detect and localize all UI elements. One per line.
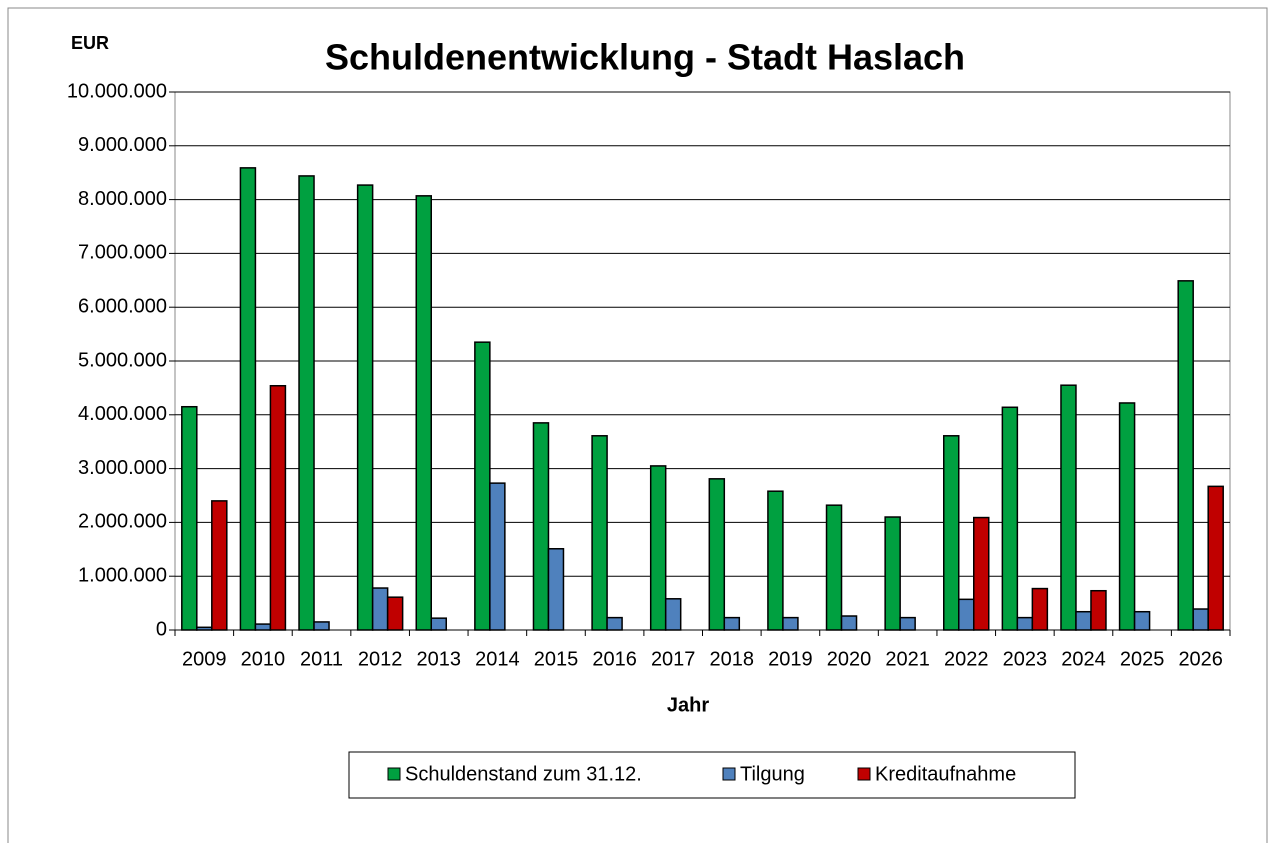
bar <box>239 167 257 631</box>
y-tick-label: 9.000.000 <box>78 134 167 156</box>
y-axis-label: EUR <box>71 33 109 53</box>
y-tick-label: 2.000.000 <box>78 511 167 533</box>
x-tick-label: 2022 <box>944 648 989 670</box>
bar <box>973 516 990 631</box>
y-tick-label: 7.000.000 <box>78 242 167 264</box>
x-tick-label: 2017 <box>651 648 696 670</box>
x-tick-label: 2019 <box>768 648 813 670</box>
bar <box>899 616 916 631</box>
bar <box>1192 608 1209 631</box>
legend-swatch <box>387 767 401 781</box>
bar <box>1031 587 1049 631</box>
bar <box>884 516 901 631</box>
bar <box>211 500 228 631</box>
bar <box>532 422 550 631</box>
bar <box>269 384 287 631</box>
x-tick-label: 2024 <box>1061 648 1106 670</box>
x-tick-label: 2011 <box>300 648 343 670</box>
bar <box>1118 402 1136 631</box>
bar <box>356 184 374 631</box>
bar <box>371 587 389 631</box>
bar <box>547 548 565 631</box>
bar <box>767 490 784 631</box>
bar <box>1177 280 1194 631</box>
bar <box>591 435 608 631</box>
x-tick-label: 2020 <box>827 648 872 670</box>
y-tick-label: 6.000.000 <box>78 295 167 317</box>
bar <box>943 435 960 631</box>
x-tick-label: 2023 <box>1003 648 1048 670</box>
x-tick-label: 2026 <box>1178 648 1223 670</box>
bar <box>708 478 726 631</box>
x-axis-label: Jahr <box>667 694 709 716</box>
y-tick-label: 3.000.000 <box>78 457 167 479</box>
legend-swatch <box>857 767 871 781</box>
legend-swatch <box>722 767 736 781</box>
bar <box>723 616 741 631</box>
bar <box>1060 384 1077 631</box>
bar <box>825 504 843 631</box>
bar <box>386 596 404 631</box>
bar <box>958 598 975 631</box>
chart-frame <box>7 7 1268 848</box>
bar <box>1207 485 1224 631</box>
bar <box>649 465 667 631</box>
legend-label: Kreditaufnahme <box>875 763 1016 785</box>
y-tick-label: 0 <box>156 618 167 640</box>
x-tick-label: 2025 <box>1120 648 1165 670</box>
bar <box>664 598 682 631</box>
bar <box>474 341 491 631</box>
bar <box>840 615 858 631</box>
bar <box>1001 406 1019 631</box>
x-tick-label: 2013 <box>417 648 462 670</box>
x-tick-label: 2015 <box>534 648 579 670</box>
bar <box>1075 610 1092 631</box>
x-tick-label: 2009 <box>182 648 227 670</box>
bar <box>196 626 213 631</box>
bar <box>606 616 623 631</box>
bar <box>1133 610 1151 631</box>
bar <box>298 175 315 631</box>
y-tick-label: 5.000.000 <box>78 349 167 371</box>
bar <box>254 623 272 631</box>
x-tick-label: 2010 <box>241 648 286 670</box>
legend-label: Tilgung <box>740 763 805 785</box>
bar <box>489 482 506 631</box>
x-tick-label: 2014 <box>475 648 520 670</box>
bar <box>313 621 330 631</box>
x-tick-label: 2018 <box>710 648 755 670</box>
bar <box>1090 589 1107 631</box>
chart-title: Schuldenentwicklung - Stadt Haslach <box>325 37 965 78</box>
y-tick-label: 10.000.000 <box>67 80 167 102</box>
bar <box>782 616 799 631</box>
legend-box <box>348 751 1076 799</box>
x-tick-label: 2021 <box>885 648 930 670</box>
bar <box>430 617 447 631</box>
legend-label: Schuldenstand zum 31.12. <box>405 763 642 785</box>
bar <box>415 195 432 631</box>
y-tick-label: 1.000.000 <box>78 564 167 586</box>
y-tick-label: 8.000.000 <box>78 188 167 210</box>
x-tick-label: 2012 <box>358 648 403 670</box>
x-tick-label: 2016 <box>592 648 637 670</box>
y-tick-label: 4.000.000 <box>78 403 167 425</box>
bar <box>1016 616 1034 631</box>
bar <box>181 405 198 631</box>
